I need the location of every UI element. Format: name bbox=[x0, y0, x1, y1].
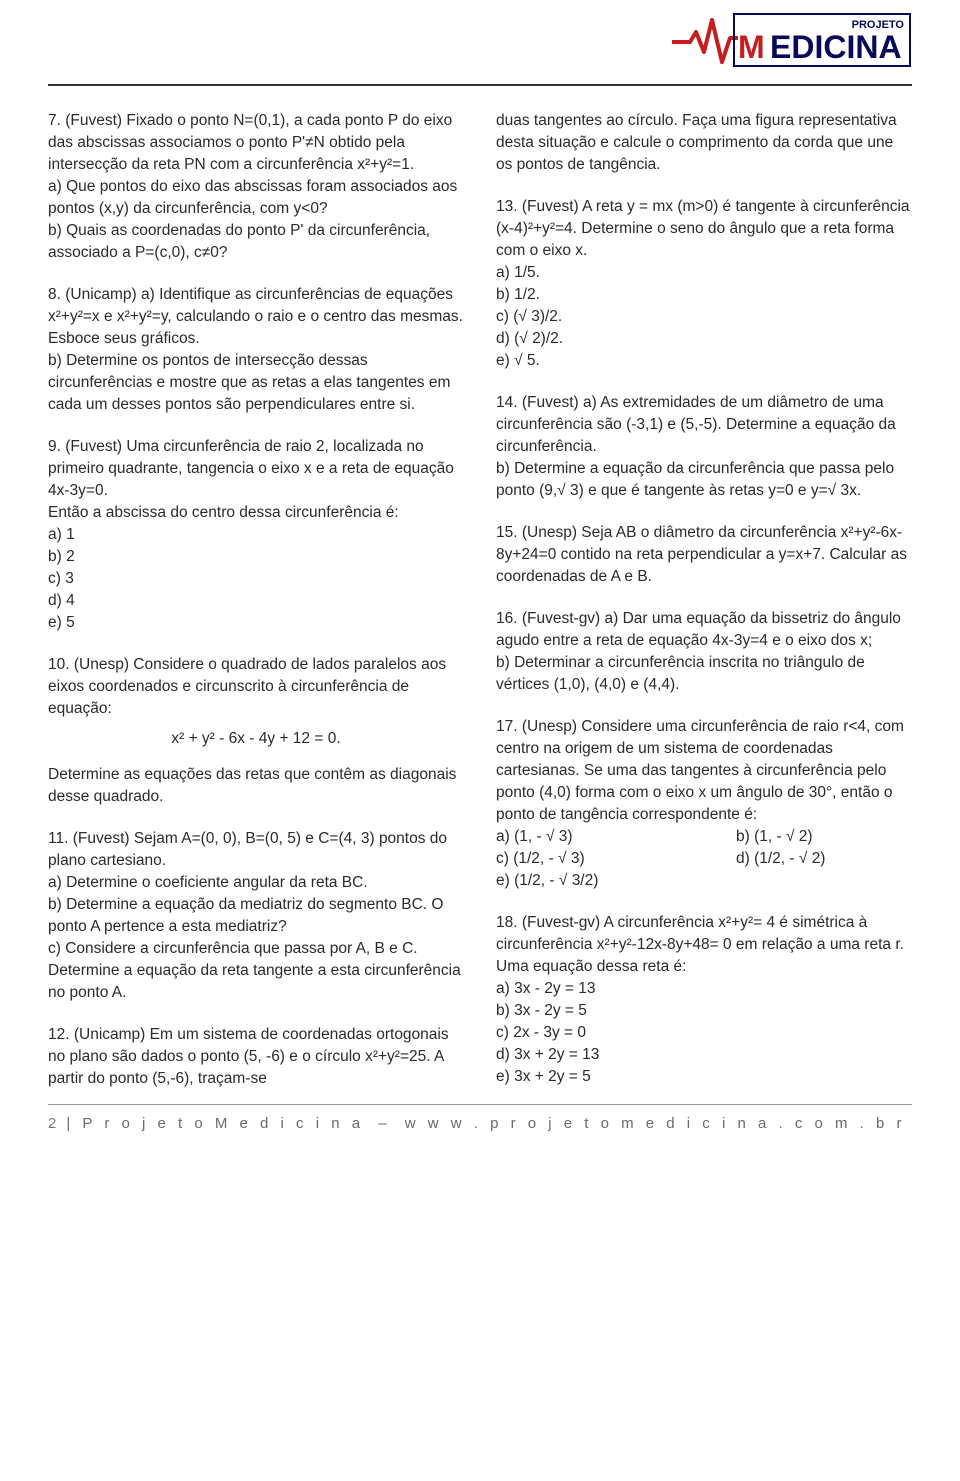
question-10: 10. (Unesp) Considere o quadrado de lado… bbox=[48, 654, 464, 808]
q7-a: a) Que pontos do eixo das abscissas fora… bbox=[48, 176, 464, 220]
q18-opt-c: c) 2x - 3y = 0 bbox=[496, 1022, 912, 1044]
question-11: 11. (Fuvest) Sejam A=(0, 0), B=(0, 5) e … bbox=[48, 828, 464, 1004]
logo-projeto-medicina: PROJETO M EDICINA bbox=[672, 10, 912, 74]
q14-text: 14. (Fuvest) a) As extremidades de um di… bbox=[496, 394, 896, 455]
q18-opt-d: d) 3x + 2y = 13 bbox=[496, 1044, 912, 1066]
q16-text: 16. (Fuvest-gv) a) Dar uma equação da bi… bbox=[496, 610, 901, 649]
q17-opt-c: c) (1/2, - √ 3) bbox=[496, 848, 676, 870]
q10-after: Determine as equações das retas que cont… bbox=[48, 764, 464, 808]
q18-opt-a: a) 3x - 2y = 13 bbox=[496, 978, 912, 1000]
question-16: 16. (Fuvest-gv) a) Dar uma equação da bi… bbox=[496, 608, 912, 696]
q11-b: b) Determine a equação da mediatriz do s… bbox=[48, 894, 464, 938]
q9-opt-c: c) 3 bbox=[48, 568, 464, 590]
q13-opt-d: d) (√ 2)/2. bbox=[496, 328, 912, 350]
question-8: 8. (Unicamp) a) Identifique as circunfer… bbox=[48, 284, 464, 416]
page-footer: 2 | P r o j e t o M e d i c i n a – w w w… bbox=[48, 1104, 912, 1132]
page: PROJETO M EDICINA 7. (Fuvest) Fixado o p… bbox=[0, 0, 960, 1152]
q8-b: b) Determine os pontos de intersecção de… bbox=[48, 350, 464, 416]
header-divider bbox=[48, 84, 912, 86]
q7-text: 7. (Fuvest) Fixado o ponto N=(0,1), a ca… bbox=[48, 112, 452, 173]
q9-opt-e: e) 5 bbox=[48, 612, 464, 634]
q9-cont: Então a abscissa do centro dessa circunf… bbox=[48, 502, 464, 524]
q15-text: 15. (Unesp) Seja AB o diâmetro da circun… bbox=[496, 524, 907, 585]
q18-opt-e: e) 3x + 2y = 5 bbox=[496, 1066, 912, 1088]
q18-opt-b: b) 3x - 2y = 5 bbox=[496, 1000, 912, 1022]
q11-a: a) Determine o coeficiente angular da re… bbox=[48, 872, 464, 894]
footer-url: w w w . p r o j e t o m e d i c i n a . … bbox=[405, 1115, 906, 1132]
q9-opt-b: b) 2 bbox=[48, 546, 464, 568]
logo-edicina: EDICINA bbox=[770, 29, 902, 65]
q10-eq: x² + y² - 6x - 4y + 12 = 0. bbox=[48, 728, 464, 750]
logo-m: M bbox=[738, 29, 765, 65]
q9-opt-d: d) 4 bbox=[48, 590, 464, 612]
question-13: 13. (Fuvest) A reta y = mx (m>0) é tange… bbox=[496, 196, 912, 372]
q13-opt-b: b) 1/2. bbox=[496, 284, 912, 306]
q14-b: b) Determine a equação da circunferência… bbox=[496, 458, 912, 502]
question-18: 18. (Fuvest-gv) A circunferência x²+y²= … bbox=[496, 912, 912, 1088]
question-17: 17. (Unesp) Considere uma circunferência… bbox=[496, 716, 912, 892]
q12-text: 12. (Unicamp) Em um sistema de coordenad… bbox=[48, 1026, 449, 1087]
footer-pipe: | bbox=[66, 1115, 74, 1132]
q17-opt-d: d) (1/2, - √ 2) bbox=[736, 848, 825, 870]
question-15: 15. (Unesp) Seja AB o diâmetro da circun… bbox=[496, 522, 912, 588]
footer-dash: – bbox=[378, 1115, 390, 1132]
q11-c: c) Considere a circunferência que passa … bbox=[48, 938, 464, 1004]
q10-text: 10. (Unesp) Considere o quadrado de lado… bbox=[48, 656, 446, 717]
q18-text: 18. (Fuvest-gv) A circunferência x²+y²= … bbox=[496, 914, 904, 975]
q8-text: 8. (Unicamp) a) Identifique as circunfer… bbox=[48, 286, 463, 347]
q17-opt-e: e) (1/2, - √ 3/2) bbox=[496, 870, 912, 892]
content-columns: 7. (Fuvest) Fixado o ponto N=(0,1), a ca… bbox=[48, 110, 912, 1090]
q12-cont-text: duas tangentes ao círculo. Faça uma figu… bbox=[496, 112, 897, 173]
q17-text: 17. (Unesp) Considere uma circunferência… bbox=[496, 718, 904, 823]
q9-text: 9. (Fuvest) Uma circunferência de raio 2… bbox=[48, 438, 454, 499]
question-14: 14. (Fuvest) a) As extremidades de um di… bbox=[496, 392, 912, 502]
q13-opt-c: c) (√ 3)/2. bbox=[496, 306, 912, 328]
question-7: 7. (Fuvest) Fixado o ponto N=(0,1), a ca… bbox=[48, 110, 464, 264]
footer-project: P r o j e t o M e d i c i n a bbox=[82, 1115, 364, 1132]
column-left: 7. (Fuvest) Fixado o ponto N=(0,1), a ca… bbox=[48, 110, 464, 1090]
q9-opt-a: a) 1 bbox=[48, 524, 464, 546]
question-12-cont: duas tangentes ao círculo. Faça uma figu… bbox=[496, 110, 912, 176]
q16-b: b) Determinar a circunferência inscrita … bbox=[496, 652, 912, 696]
footer-page-num: 2 bbox=[48, 1115, 60, 1132]
column-right: duas tangentes ao círculo. Faça uma figu… bbox=[496, 110, 912, 1090]
q17-opt-b: b) (1, - √ 2) bbox=[736, 826, 813, 848]
q13-text: 13. (Fuvest) A reta y = mx (m>0) é tange… bbox=[496, 198, 910, 259]
q13-opt-a: a) 1/5. bbox=[496, 262, 912, 284]
question-12: 12. (Unicamp) Em um sistema de coordenad… bbox=[48, 1024, 464, 1090]
question-9: 9. (Fuvest) Uma circunferência de raio 2… bbox=[48, 436, 464, 634]
q17-opt-a: a) (1, - √ 3) bbox=[496, 826, 676, 848]
q13-opt-e: e) √ 5. bbox=[496, 350, 912, 372]
q7-b: b) Quais as coordenadas do ponto P' da c… bbox=[48, 220, 464, 264]
q11-text: 11. (Fuvest) Sejam A=(0, 0), B=(0, 5) e … bbox=[48, 830, 447, 869]
